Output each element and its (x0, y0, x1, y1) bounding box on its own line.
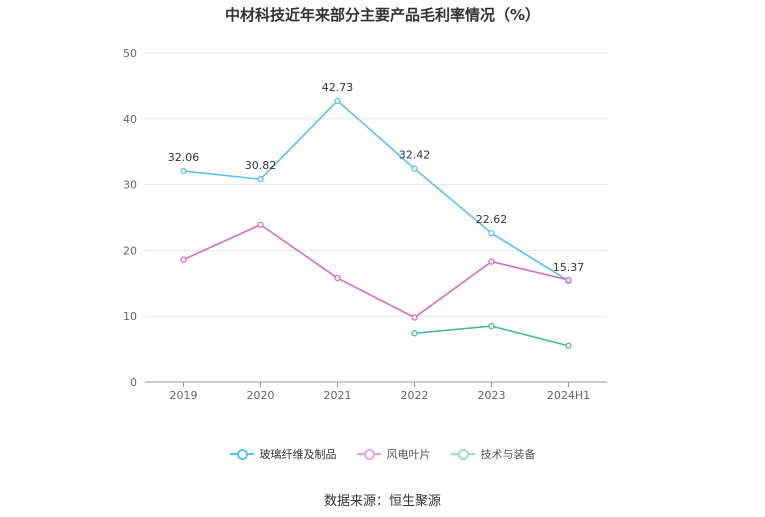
legend-item-glass-fiber[interactable]: 玻璃纤维及制品 (229, 446, 337, 462)
x-tick-label: 2024H1 (547, 389, 590, 402)
data-point[interactable] (334, 274, 341, 282)
y-tick-label: 30 (123, 179, 137, 192)
series-line (183, 223, 569, 319)
data-point[interactable] (565, 276, 572, 284)
data-point[interactable] (257, 221, 264, 228)
legend-label: 风电叶片 (386, 448, 431, 461)
x-tick-label: 2021 (324, 389, 352, 402)
grid-lines (145, 52, 607, 317)
data-point[interactable] (334, 97, 341, 104)
legend-marker-icon (229, 448, 254, 460)
legend: 玻璃纤维及制品 风电叶片 技术与装备 (0, 446, 765, 462)
data-point[interactable] (488, 230, 495, 237)
data-source: 数据来源：恒生聚源 (323, 494, 441, 509)
data-point[interactable] (411, 314, 418, 321)
data-label: 30.82 (245, 159, 277, 172)
data-point[interactable] (488, 322, 495, 330)
chart-title: 中材科技近年来部分主要产品毛利率情况（%） (224, 6, 541, 24)
x-tick-label: 2019 (170, 389, 198, 402)
data-point[interactable] (180, 167, 187, 175)
data-point[interactable] (257, 176, 264, 183)
data-label: 22.62 (476, 213, 508, 226)
y-tick-label: 0 (130, 376, 137, 389)
y-tick-label: 40 (123, 113, 137, 126)
data-point[interactable] (488, 258, 495, 265)
x-tick-label: 2023 (478, 389, 506, 402)
y-tick-label: 50 (123, 47, 137, 60)
data-label: 15.37 (553, 261, 585, 274)
line-chart: 0 10 20 30 40 50 2019 2020 2021 2022 2023 2024H1 32… (123, 47, 607, 402)
legend-item-tech-equipment[interactable]: 技术与装备 (450, 446, 536, 462)
data-point[interactable] (411, 330, 418, 337)
legend-marker-icon (450, 448, 475, 460)
x-tick-label: 2020 (247, 389, 275, 402)
legend-label: 玻璃纤维及制品 (259, 448, 337, 461)
y-tick-label: 20 (123, 244, 137, 257)
axes: 0 10 20 30 40 50 2019 2020 2021 2022 2023 2024H1 (123, 47, 607, 402)
data-label: 32.06 (168, 151, 200, 164)
legend-item-wind-blades[interactable]: 风电叶片 (356, 446, 431, 462)
legend-marker-icon (356, 448, 381, 460)
y-tick-label: 10 (123, 310, 137, 323)
data-label: 42.73 (322, 81, 354, 94)
data-point[interactable] (565, 342, 572, 349)
series-layer (180, 97, 572, 349)
data-label: 32.42 (399, 149, 431, 162)
series-line (183, 99, 569, 282)
x-tick-label: 2022 (401, 389, 429, 402)
data-point[interactable] (411, 165, 418, 172)
data-point[interactable] (180, 256, 187, 263)
data-labels: 32.06 30.82 42.73 32.42 22.62 15.37 (168, 81, 585, 274)
legend-label: 技术与装备 (480, 448, 536, 461)
